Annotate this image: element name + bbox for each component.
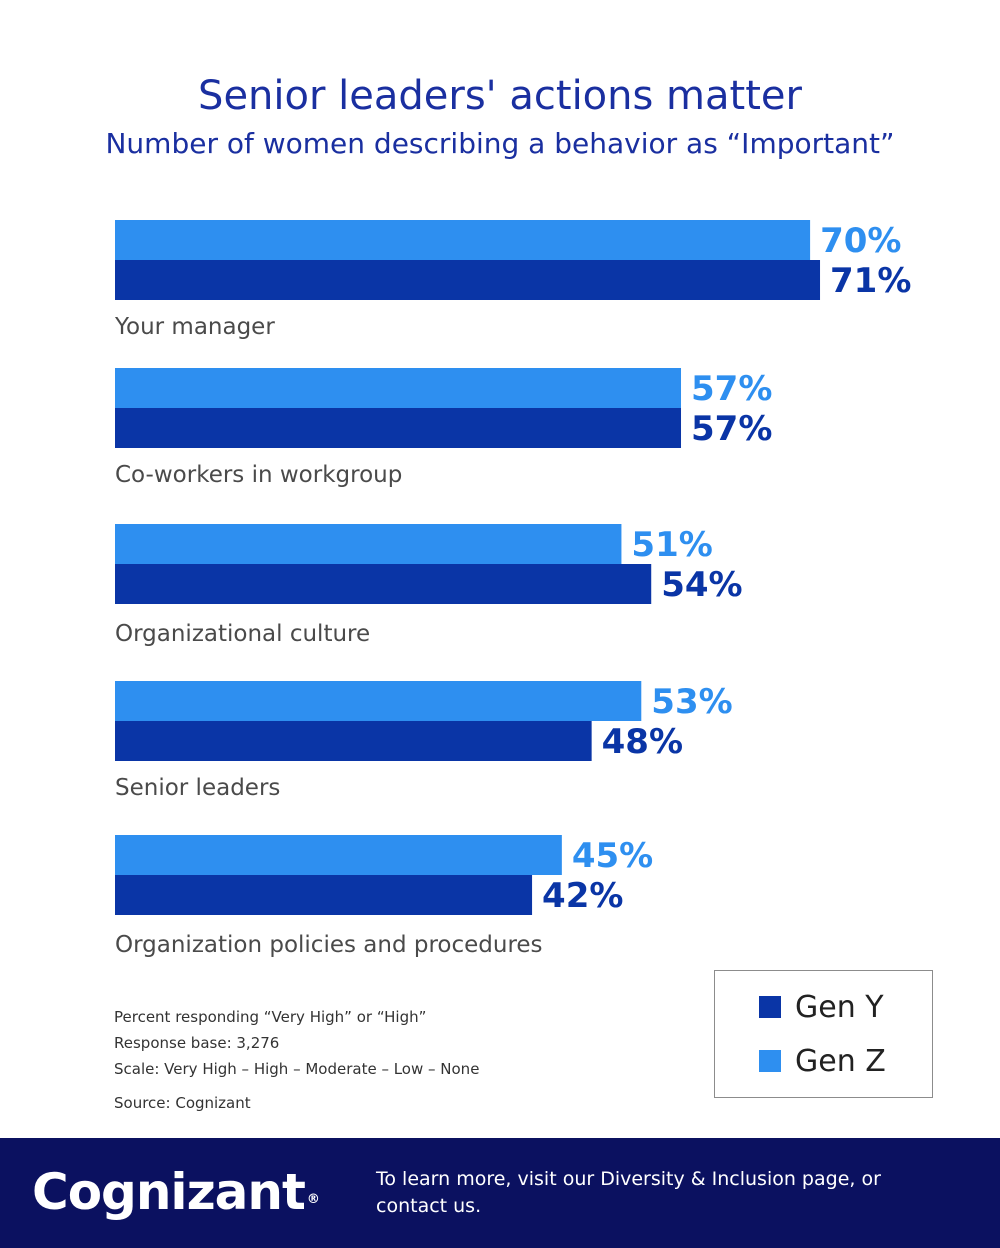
bar-gen-z-organizational-culture [115,524,622,564]
bar-gen-y-senior-leaders [115,721,592,761]
bar-gen-y-co-workers-in-workgroup [115,408,682,448]
bar-gen-y-organizational-culture [115,564,652,604]
category-label-co-workers-in-workgroup: Co-workers in workgroup [115,462,402,488]
category-label-senior-leaders: Senior leaders [115,775,280,801]
chart-legend: Gen Y Gen Z [714,970,933,1098]
data-label-gen-y-organization-policies-and-procedures: 42% [542,876,623,916]
legend-swatch-gen-z [759,1050,781,1072]
category-label-your-manager: Your manager [114,314,275,340]
data-label-gen-y-co-workers-in-workgroup: 57% [691,409,772,449]
note-line: Scale: Very High – High – Moderate – Low… [114,1060,480,1078]
bar-gen-z-organization-policies-and-procedures [115,835,562,875]
data-label-gen-y-your-manager: 71% [830,261,911,301]
data-label-gen-z-organization-policies-and-procedures: 45% [572,836,653,876]
legend-item-gen-y: Gen Y [759,987,884,1027]
legend-label-gen-z: Gen Z [795,1043,886,1079]
legend-item-gen-z: Gen Z [759,1041,886,1081]
bar-gen-y-organization-policies-and-procedures [115,875,533,915]
bar-gen-z-your-manager [115,220,811,260]
bar-gen-z-senior-leaders [115,681,642,721]
brand-name: Cognizant [32,1163,306,1221]
data-label-gen-z-senior-leaders: 53% [651,682,732,722]
legend-swatch-gen-y [759,996,781,1018]
bar-gen-y-your-manager [115,260,821,300]
source-note: Source: Cognizant [114,1094,251,1112]
category-label-organizational-culture: Organizational culture [115,621,370,647]
data-label-gen-z-co-workers-in-workgroup: 57% [691,369,772,409]
note-line: Response base: 3,276 [114,1034,280,1052]
note-line: Percent responding “Very High” or “High” [114,1008,427,1026]
data-label-gen-z-organizational-culture: 51% [631,525,712,565]
chart-subtitle: Number of women describing a behavior as… [105,127,895,160]
legend-label-gen-y: Gen Y [795,989,884,1025]
footer-banner: Cognizant ® To learn more, visit our Dive… [0,1138,1000,1248]
bar-gen-z-co-workers-in-workgroup [115,368,682,408]
cognizant-logo: Cognizant ® [32,1160,320,1224]
data-label-gen-y-senior-leaders: 48% [602,722,683,762]
data-label-gen-z-your-manager: 70% [820,221,901,261]
category-label-organization-policies-and-procedures: Organization policies and procedures [115,932,543,958]
data-label-gen-y-organizational-culture: 54% [661,565,742,605]
chart-notes: Percent responding “Very High” or “High”… [114,1004,674,1116]
chart-title: Senior leaders' actions matter [198,73,802,119]
footer-cta-text: To learn more, visit our Diversity & Inc… [376,1168,881,1217]
registered-mark-icon: ® [306,1192,320,1207]
bar-chart: 70%71% Your manager 57%57% Co-workers in wo… [114,220,911,958]
